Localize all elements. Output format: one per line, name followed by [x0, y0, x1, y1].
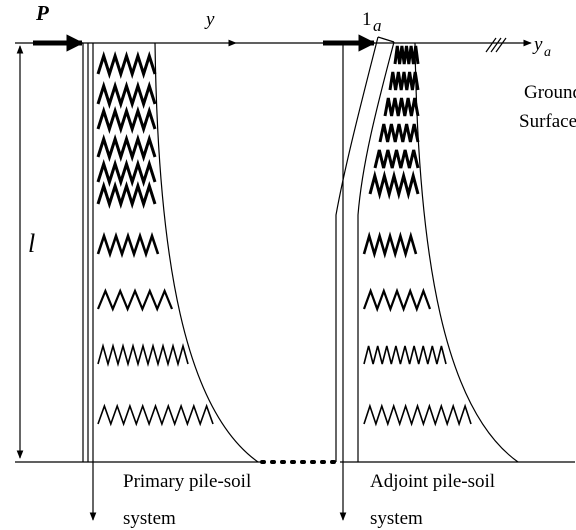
- spring: [96, 134, 157, 162]
- spring: [97, 343, 189, 367]
- ya-axis-subscript: a: [544, 45, 551, 60]
- unit-load-subscript: a: [373, 16, 382, 35]
- primary-caption: system: [123, 508, 176, 529]
- spring: [362, 231, 418, 259]
- spring: [378, 123, 420, 143]
- spring: [96, 159, 157, 187]
- spring: [363, 345, 447, 365]
- unit-load-label: 1: [362, 9, 372, 30]
- adjoint-caption: system: [370, 508, 423, 529]
- primary-caption: Primary pile-soil: [123, 471, 251, 492]
- spring: [393, 45, 420, 65]
- load-label: P: [35, 1, 49, 25]
- spring: [96, 106, 157, 134]
- ya-axis-label: y: [532, 34, 543, 55]
- spring: [96, 81, 157, 109]
- ground-label: Ground: [524, 82, 576, 103]
- ground-label: Surface: [519, 111, 576, 132]
- y-axis-label: y: [204, 9, 215, 30]
- spring: [96, 181, 157, 209]
- spring: [368, 170, 420, 200]
- spring: [388, 71, 420, 91]
- spring: [96, 231, 160, 259]
- spring: [96, 288, 174, 312]
- length-label: l: [28, 229, 35, 258]
- spring: [96, 51, 157, 79]
- spring: [383, 97, 420, 117]
- adjoint-caption: Adjoint pile-soil: [370, 471, 495, 492]
- spring: [97, 403, 214, 427]
- spring: [362, 287, 432, 313]
- spring: [373, 149, 420, 169]
- spring: [363, 403, 472, 427]
- layout: [15, 34, 575, 521]
